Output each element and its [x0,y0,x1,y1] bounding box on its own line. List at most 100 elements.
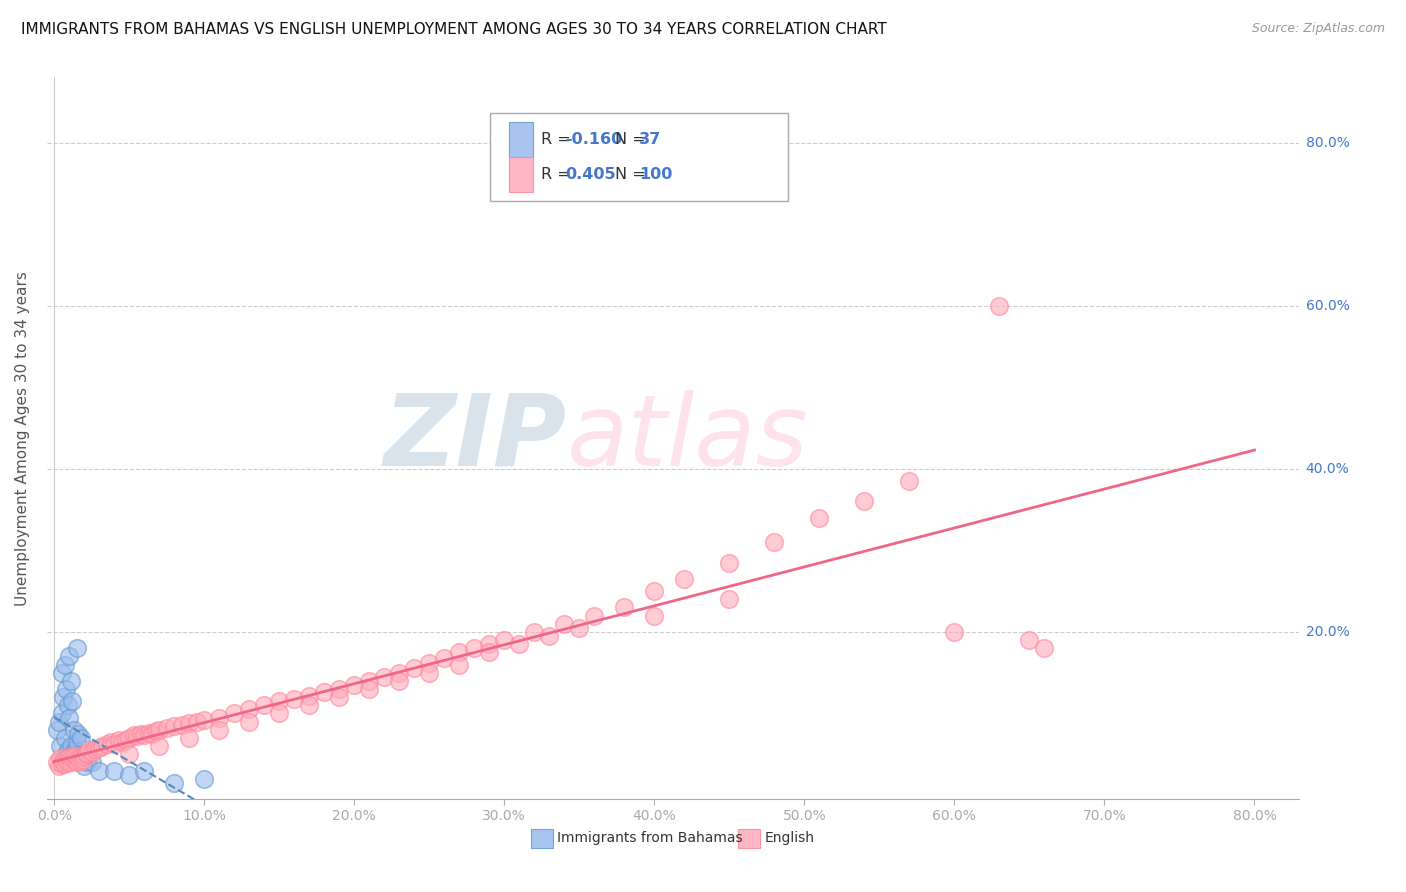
Point [478,637,501,651]
Text: 37: 37 [638,132,661,147]
Point [89,740,111,755]
Point [63,743,86,757]
Point [56,743,79,757]
Point [52,756,75,770]
Text: ZIP: ZIP [384,390,567,487]
Point [163,719,186,733]
Point [898,474,921,488]
Text: N =: N = [614,167,651,182]
Point [46,723,69,737]
Point [145,724,167,739]
Point [83,741,105,756]
Point [58,710,80,724]
Text: 0.405: 0.405 [565,167,616,182]
Point [134,729,156,743]
Point [77,743,100,757]
Point [538,629,561,643]
Point [418,656,440,670]
Text: IMMIGRANTS FROM BAHAMAS VS ENGLISH UNEMPLOYMENT AMONG AGES 30 TO 34 YEARS CORREL: IMMIGRANTS FROM BAHAMAS VS ENGLISH UNEMP… [21,22,887,37]
Point [224,706,246,721]
Point [58,751,80,765]
Point [51,706,73,721]
Point [89,764,111,778]
Point [80,756,103,770]
Text: N =: N = [614,132,651,147]
Text: 100: 100 [638,167,672,182]
Text: 80.0%: 80.0% [1306,136,1350,150]
Point [853,494,876,508]
Point [55,747,77,762]
Point [141,727,163,741]
Point [53,757,76,772]
Point [269,694,291,708]
Point [52,690,75,705]
Point [1033,641,1056,656]
Point [49,751,72,765]
Point [62,753,84,767]
Point [1018,633,1040,648]
Point [718,556,741,570]
Point [67,751,90,765]
Point [96,738,118,752]
Point [179,731,201,745]
Text: atlas: atlas [567,390,808,487]
Text: R =: R = [541,167,575,182]
Point [463,641,485,656]
Point [60,694,83,708]
Point [583,608,606,623]
Point [170,718,193,732]
Point [238,714,260,729]
Point [76,756,98,770]
Point [66,756,89,770]
Y-axis label: Unemployment Among Ages 30 to 34 years: Unemployment Among Ages 30 to 34 years [15,271,30,606]
Point [62,751,84,765]
Point [373,670,395,684]
Point [156,721,179,735]
Point [943,624,966,639]
Point [70,731,93,745]
Point [359,673,381,688]
Point [193,772,215,786]
Point [523,624,546,639]
Point [51,757,73,772]
Text: -0.160: -0.160 [565,132,621,147]
Point [673,572,696,586]
Point [179,716,201,731]
Point [718,592,741,607]
Point [208,723,231,737]
Point [49,739,72,753]
Point [404,661,426,675]
Text: R =: R = [541,132,575,147]
Point [283,691,305,706]
Point [69,754,91,768]
Point [73,759,96,773]
Point [48,714,70,729]
Point [72,753,94,767]
Point [193,713,215,727]
Point [343,678,366,692]
Point [643,608,665,623]
Point [103,737,125,751]
Point [118,767,141,781]
Point [103,764,125,778]
Point [643,584,665,599]
Point [63,748,86,763]
Text: Source: ZipAtlas.com: Source: ZipAtlas.com [1251,22,1385,36]
Point [118,747,141,762]
Point [328,681,350,696]
Point [59,755,82,769]
Point [269,706,291,721]
Point [328,690,350,705]
Point [73,748,96,763]
Point [53,731,76,745]
Point [148,739,170,753]
Point [449,645,471,659]
Point [359,681,381,696]
Point [478,645,501,659]
Point [129,727,152,741]
Point [433,651,456,665]
Point [59,739,82,753]
Point [52,754,75,768]
Point [253,698,276,713]
Text: Immigrants from Bahamas: Immigrants from Bahamas [557,831,742,846]
